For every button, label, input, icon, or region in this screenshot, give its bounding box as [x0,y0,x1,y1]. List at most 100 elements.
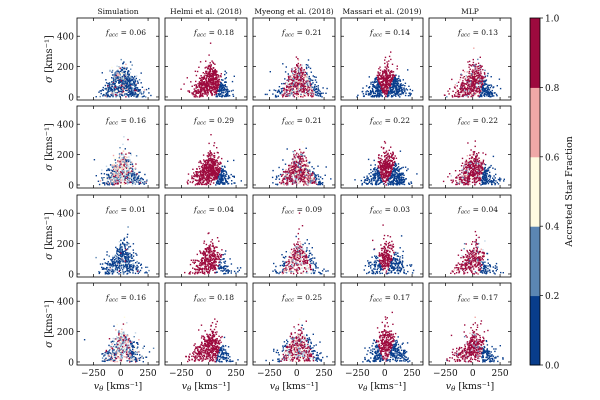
scatter-point [129,61,132,63]
scatter-point [473,93,475,96]
scatter-point [284,83,286,85]
scatter-point [294,164,296,167]
scatter-point [288,76,290,79]
scatter-point [294,83,296,85]
scatter-point [224,70,226,72]
scatter-point [124,175,126,177]
scatter-point [144,173,146,176]
scatter-point [115,178,117,180]
scatter-point [285,83,288,85]
scatter-point [213,159,216,161]
scatter-point [117,178,119,180]
scatter-point [189,181,191,183]
scatter-point [220,73,222,75]
scatter-point [127,89,129,91]
scatter-point [384,66,386,68]
scatter-point [120,72,123,75]
scatter-point [210,163,212,166]
scatter-point [388,94,390,97]
scatter-point [210,90,212,93]
scatter-point [219,168,221,170]
scatter-point [300,85,302,87]
scatter-point [291,179,293,181]
scatter-point [205,162,207,164]
scatter-point [113,90,115,92]
scatter-point [109,175,112,177]
scatter-point [122,86,125,88]
scatter-point [385,89,387,91]
scatter-point [401,88,403,91]
scatter-point [141,178,143,180]
scatter-point [472,77,474,79]
scatter-point [118,170,121,173]
scatter-point [205,79,208,82]
scatter-point [480,85,483,88]
scatter-point [314,85,316,88]
scatter-point [469,74,471,76]
scatter-point [308,75,310,78]
scatter-point [127,79,130,81]
scatter-point [489,86,492,89]
scatter-point [118,71,121,73]
scatter-point [117,159,120,161]
scatter-point [485,79,488,81]
scatter-point [286,184,288,186]
scatter-point [207,178,209,181]
scatter-point [384,79,387,81]
scatter-point [207,169,210,171]
scatter-point [299,64,302,66]
scatter-point [206,180,208,182]
scatter-point [211,169,213,171]
scatter-point [123,61,125,63]
scatter-point [213,174,215,176]
scatter-point [124,78,126,80]
scatter-point [135,96,137,98]
scatter-point [456,94,458,97]
scatter-point [463,71,466,73]
scatter-point [118,91,120,93]
scatter-point [379,74,381,77]
scatter-point [222,169,224,171]
scatter-point [390,58,392,61]
scatter-point [468,91,471,93]
scatter-point [219,86,222,88]
scatter-point [198,183,200,186]
scatter-point [125,161,127,163]
scatter-point [375,87,377,89]
scatter-point [496,95,498,97]
scatter-point [126,74,129,76]
scatter-point [295,78,297,80]
scatter-point [489,94,491,96]
scatter-point [218,93,220,96]
scatter-point [291,68,293,70]
scatter-point [301,90,303,93]
scatter-point [451,96,454,98]
scatter-point [217,84,220,87]
scatter-point [112,175,114,178]
scatter-point [121,78,123,80]
scatter-point [212,80,214,83]
scatter-point [125,84,127,87]
scatter-point [132,182,134,185]
scatter-point [207,88,209,91]
scatter-point [201,178,204,180]
scatter-point [226,90,228,92]
scatter-point [127,79,129,81]
scatter-point [109,164,112,166]
scatter-point [388,55,391,58]
scatter-point [277,95,279,97]
scatter-point [105,95,107,97]
scatter-point [380,87,382,90]
scatter-point [214,63,216,65]
scatter-point [233,175,235,178]
scatter-point [318,181,321,184]
scatter-point [213,72,215,75]
scatter-point [221,89,223,91]
scatter-point [218,78,220,81]
scatter-point [118,94,120,96]
scatter-point [390,70,393,72]
scatter-point [385,70,388,73]
scatter-point [394,76,396,78]
scatter-point [382,91,384,94]
scatter-point [383,83,385,85]
